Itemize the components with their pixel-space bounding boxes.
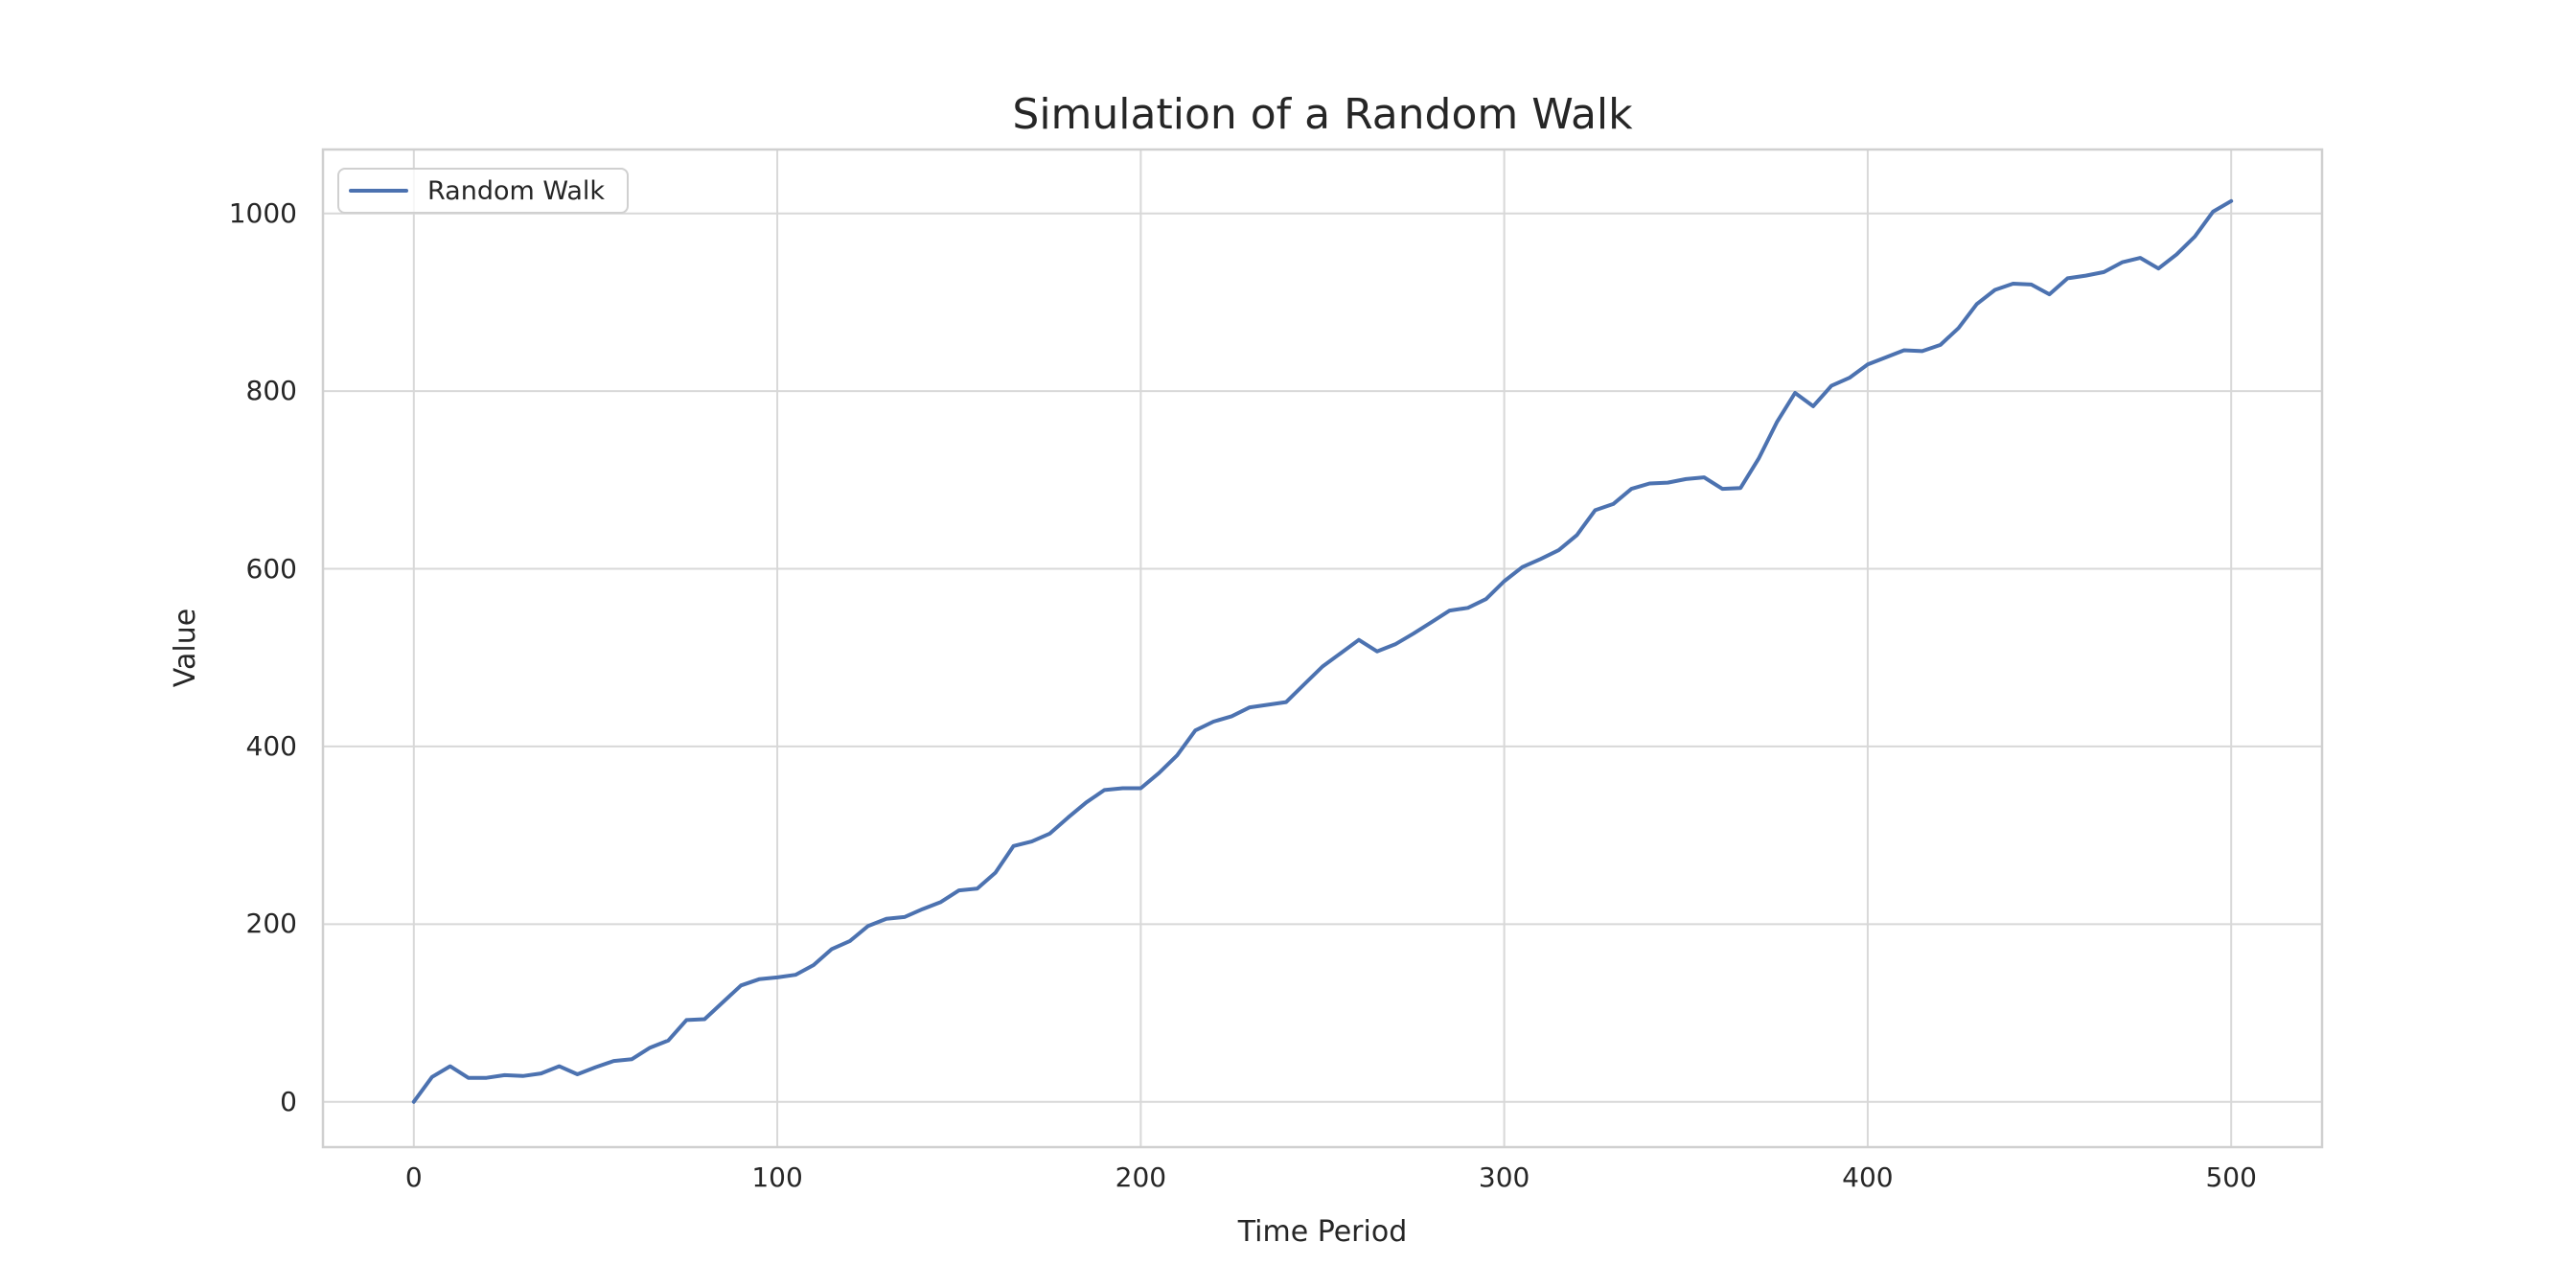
x-tick-label: 300 (1478, 1162, 1530, 1193)
legend: Random Walk (337, 168, 629, 214)
x-tick-label: 100 (751, 1162, 803, 1193)
y-axis-label: Value (169, 608, 202, 688)
random-walk-line (411, 198, 2234, 1104)
y-tick-label: 200 (245, 908, 297, 940)
y-tick-label: 400 (245, 729, 297, 762)
legend-label: Random Walk (427, 175, 606, 206)
x-tick-label: 0 (404, 1162, 423, 1193)
x-tick-label: 500 (2205, 1162, 2257, 1193)
legend-line-icon (349, 189, 408, 193)
y-tick-label: 800 (245, 375, 297, 407)
y-tick-label: 600 (245, 552, 297, 585)
x-tick-label: 400 (1842, 1162, 1894, 1193)
y-tick-label: 0 (280, 1085, 297, 1117)
chart-title: Simulation of a Random Walk (1012, 90, 1633, 139)
x-axis-label: Time Period (1237, 1215, 1408, 1249)
axes-border (321, 148, 2324, 1149)
y-tick-label: 1000 (228, 196, 297, 229)
x-tick-label: 200 (1115, 1162, 1167, 1193)
